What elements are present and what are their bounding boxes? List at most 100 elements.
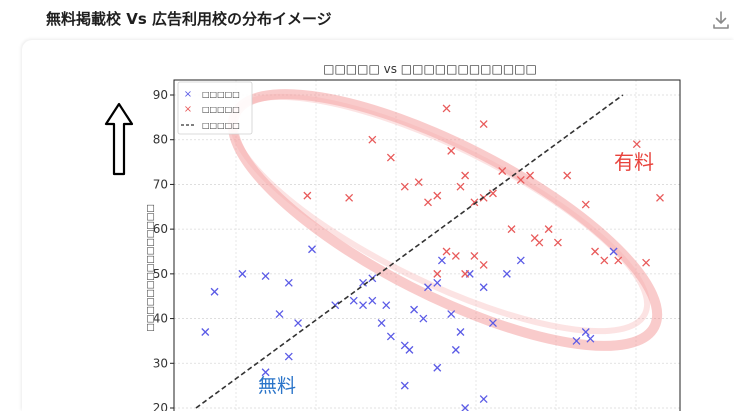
free-school-point [386,332,395,341]
paid-school-point [614,256,623,265]
free-school-point [447,310,456,319]
paid-school-point [563,171,572,180]
free-school-point [451,345,460,354]
free-school-point [479,395,488,404]
paid-school-point [479,120,488,129]
free-school-point [456,328,465,336]
free-school-point [349,296,358,305]
paid-school-point [489,189,497,198]
free-school-point [586,334,595,343]
paid-school-point [632,140,641,149]
reference-line [195,94,624,409]
free-school-point [433,363,442,372]
up-arrow-icon [104,102,134,176]
legend-label-paid: □□□□□ [202,105,240,114]
paid-school-point [530,234,539,243]
y-tick-label: 80 [153,133,168,147]
free-school-point [368,296,377,305]
free-school-point [405,345,414,354]
free-school-point [516,256,525,265]
y-axis-ticks: 20 30 40 50 60 70 80 90 [153,88,174,411]
paid-school-point [461,171,470,180]
paid-school-point [498,167,507,175]
paid-school-point [507,225,516,234]
legend-item-line: □□□□□ [181,121,240,130]
paid-school-point [424,198,432,207]
paid-school-point [303,191,312,200]
legend-item-free: × □□□□□ [184,89,240,100]
paid-school-point [447,146,456,155]
download-icon [713,11,729,29]
paid-school-point [600,256,609,265]
paid-school-point [516,175,525,184]
free-school-point [284,278,293,287]
plot-area-frame [173,79,681,411]
free-school-point [489,319,497,328]
free-school-point [284,352,293,361]
paid-school-point [656,193,664,202]
paid-school-point [544,225,553,234]
free-school-point [377,319,386,328]
y-tick-label: 60 [153,222,168,236]
paid-school-point [400,182,409,191]
y-tick-label: 40 [153,312,168,326]
legend-item-paid: × □□□□□ [184,104,240,115]
y-tick-label: 90 [153,88,168,102]
free-school-point [419,314,428,323]
download-button[interactable] [710,8,732,32]
paid-school-point [470,252,479,260]
free-school-point [294,319,303,328]
paid-school-point [345,193,354,202]
paid-school-point [386,153,395,162]
paid-school-point [461,269,470,278]
svg-text:×: × [184,104,192,115]
paid-school-point [433,191,442,200]
chart-card [22,40,734,411]
free-school-point [479,283,488,292]
paid-school-point [451,252,460,260]
free-school-point [201,328,210,336]
free-school-point [581,328,590,336]
chart-title: □□□□□ vs □□□□□□□□□□□□ [323,62,537,76]
free-school-point [433,278,442,287]
y-tick-label: 70 [153,177,168,191]
paid-label: 有料 [614,150,654,174]
paid-school-point [433,269,442,278]
free-school-point [275,310,284,319]
paid-school-point [581,200,590,209]
paid-school-point [526,171,535,180]
free-school-point [400,381,409,390]
paid-school-point [456,182,465,191]
free-school-point [238,269,247,278]
free-school-point [461,404,470,411]
free-school-point [261,272,270,281]
free-school-point [359,278,367,287]
legend-label-free: □□□□□ [202,90,240,99]
grid [174,80,680,411]
paid-school-point [642,258,651,267]
header: 無料掲載校 Vs 広告利用校の分布イメージ [0,0,734,40]
paid-school-point [553,238,562,247]
paid-highlight-ellipse [227,89,663,351]
free-school-point [502,269,511,278]
free-school-point [359,301,367,310]
paid-school-point [591,247,599,256]
free-school-point [410,305,419,314]
paid-school-point [442,104,451,113]
svg-text:×: × [184,89,192,100]
free-school-point [261,368,270,377]
paid-school-point [368,135,377,144]
legend: × □□□□□ × □□□□□ □□□□□ [177,81,253,135]
paid-school-point [414,178,423,187]
y-tick-label: 50 [153,267,168,281]
y-tick-label: 20 [153,401,168,411]
free-school-point [424,283,432,292]
paid-school-point [479,260,488,269]
y-axis-label: □□□□□□□□□□□□□□□ [146,204,156,332]
free-school-point [382,301,391,310]
free-school-point [609,247,618,256]
series [195,94,664,411]
free-school-point [308,245,316,254]
free-school-point [210,287,219,296]
